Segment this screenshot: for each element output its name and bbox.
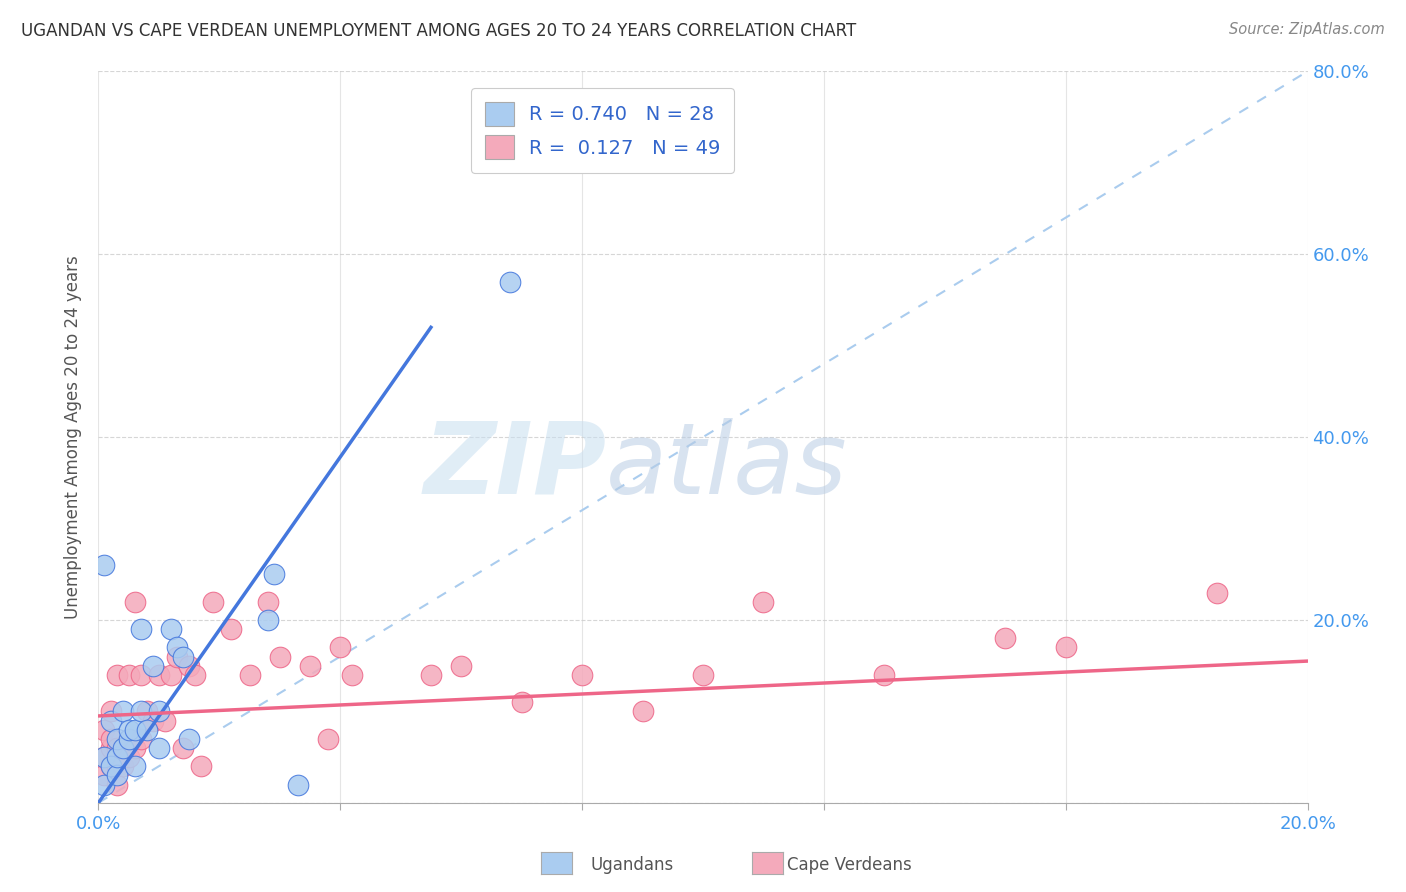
Point bbox=[510, 695, 533, 709]
Point bbox=[450, 658, 472, 673]
Point bbox=[129, 667, 152, 681]
Point bbox=[105, 759, 128, 773]
Point bbox=[93, 723, 115, 737]
Point bbox=[111, 759, 134, 773]
Point bbox=[148, 667, 170, 681]
Point bbox=[105, 750, 128, 764]
Point bbox=[263, 567, 285, 582]
Point bbox=[166, 649, 188, 664]
Point bbox=[752, 594, 775, 608]
Text: atlas: atlas bbox=[606, 417, 848, 515]
Point bbox=[105, 740, 128, 755]
Point bbox=[1054, 640, 1077, 655]
Point bbox=[256, 613, 278, 627]
Point bbox=[118, 731, 141, 746]
Point bbox=[100, 731, 122, 746]
Text: UGANDAN VS CAPE VERDEAN UNEMPLOYMENT AMONG AGES 20 TO 24 YEARS CORRELATION CHART: UGANDAN VS CAPE VERDEAN UNEMPLOYMENT AMO… bbox=[21, 22, 856, 40]
Point bbox=[172, 740, 194, 755]
Point bbox=[153, 714, 176, 728]
Point bbox=[100, 759, 122, 773]
Point bbox=[111, 740, 134, 755]
Point bbox=[142, 658, 165, 673]
Point bbox=[148, 705, 170, 719]
Point bbox=[873, 667, 896, 681]
Point bbox=[1206, 585, 1229, 599]
Point bbox=[571, 667, 593, 681]
Point bbox=[111, 705, 134, 719]
Point bbox=[994, 632, 1017, 646]
Point bbox=[111, 740, 134, 755]
Point bbox=[105, 667, 128, 681]
Text: Cape Verdeans: Cape Verdeans bbox=[787, 856, 912, 874]
Point bbox=[124, 759, 146, 773]
Point bbox=[172, 649, 194, 664]
Point bbox=[129, 731, 152, 746]
Point bbox=[118, 667, 141, 681]
Point bbox=[93, 750, 115, 764]
Point bbox=[93, 750, 115, 764]
Point bbox=[166, 640, 188, 655]
Point bbox=[160, 622, 183, 636]
Point bbox=[100, 759, 122, 773]
Point bbox=[105, 768, 128, 782]
Point bbox=[692, 667, 714, 681]
Point bbox=[105, 731, 128, 746]
Point bbox=[498, 275, 520, 289]
Point bbox=[299, 658, 322, 673]
Point bbox=[129, 622, 152, 636]
Point bbox=[342, 667, 364, 681]
Text: Ugandans: Ugandans bbox=[591, 856, 673, 874]
Point bbox=[135, 705, 157, 719]
Point bbox=[129, 705, 152, 719]
Point bbox=[100, 705, 122, 719]
Point bbox=[179, 731, 201, 746]
Point bbox=[316, 731, 339, 746]
Point bbox=[329, 640, 352, 655]
Point bbox=[93, 558, 115, 573]
Legend: R = 0.740   N = 28, R =  0.127   N = 49: R = 0.740 N = 28, R = 0.127 N = 49 bbox=[471, 88, 734, 173]
Point bbox=[100, 714, 122, 728]
Point bbox=[124, 594, 146, 608]
Point bbox=[256, 594, 278, 608]
Text: Source: ZipAtlas.com: Source: ZipAtlas.com bbox=[1229, 22, 1385, 37]
Point bbox=[631, 705, 654, 719]
Point bbox=[184, 667, 207, 681]
Point bbox=[148, 740, 170, 755]
Point bbox=[190, 759, 212, 773]
Point bbox=[420, 667, 443, 681]
Point bbox=[142, 714, 165, 728]
Point bbox=[135, 723, 157, 737]
Text: ZIP: ZIP bbox=[423, 417, 606, 515]
Point bbox=[202, 594, 225, 608]
Point bbox=[239, 667, 262, 681]
Point bbox=[118, 723, 141, 737]
Point bbox=[124, 723, 146, 737]
Point bbox=[221, 622, 243, 636]
Point bbox=[93, 768, 115, 782]
Point bbox=[93, 778, 115, 792]
Point bbox=[179, 658, 201, 673]
Point bbox=[160, 667, 183, 681]
Point bbox=[100, 740, 122, 755]
Y-axis label: Unemployment Among Ages 20 to 24 years: Unemployment Among Ages 20 to 24 years bbox=[65, 255, 83, 619]
Point bbox=[105, 778, 128, 792]
Point bbox=[124, 740, 146, 755]
Point bbox=[118, 750, 141, 764]
Point bbox=[287, 778, 309, 792]
Point bbox=[269, 649, 291, 664]
